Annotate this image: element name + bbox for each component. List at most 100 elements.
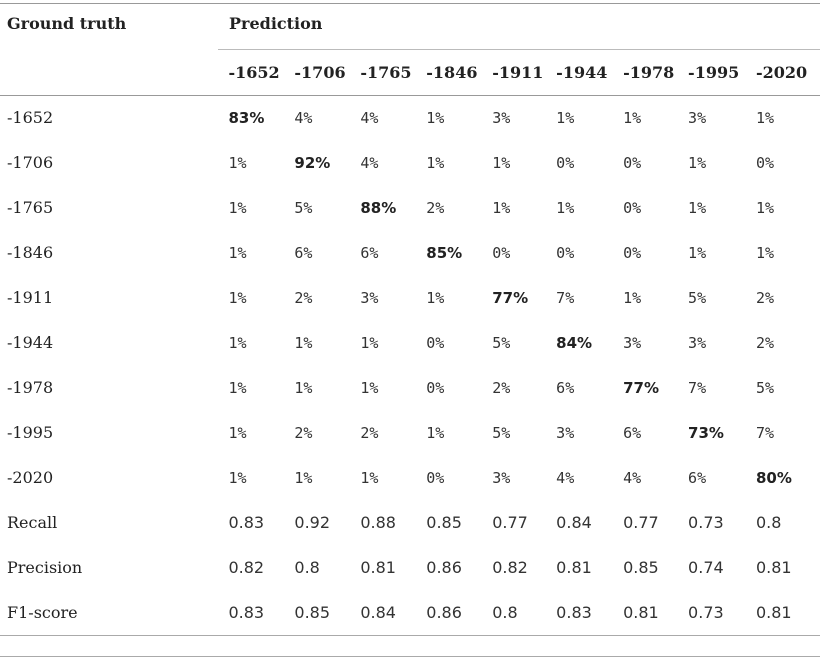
matrix-cell: 6% [556,378,575,397]
metric-label: Recall [7,513,58,532]
matrix-cell: 5% [755,378,775,397]
matrix-cell: 1% [556,198,575,217]
matrix-cell: 1% [228,468,247,487]
header-rule [0,95,820,96]
metric-cell: 0.77 [623,513,659,532]
matrix-cell: 1% [294,468,313,487]
column-header: -1978 [623,63,675,82]
metric-cell: 0.85 [294,603,331,622]
diagonal-cell: 85% [426,243,463,262]
matrix-cell: 1% [426,288,445,307]
row-label: -1978 [7,378,54,397]
matrix-cell: 3% [688,108,707,127]
metric-cell: 0.81 [623,603,659,622]
row-label: -1846 [7,243,54,262]
matrix-cell: 7% [556,288,575,307]
metric-cell: 0.8 [755,513,782,532]
diagonal-cell: 77% [623,378,660,397]
metric-cell: 0.77 [492,513,528,532]
row-label: -2020 [7,468,54,487]
column-header: -1706 [294,63,346,82]
matrix-cell: 1% [228,423,247,442]
metric-cell: 0.81 [556,558,592,577]
diagonal-cell: 83% [228,108,265,127]
matrix-cell: 1% [360,468,379,487]
ground-truth-header: Ground truth [7,14,127,33]
matrix-cell: 1% [360,378,379,397]
matrix-cell: 0% [492,243,511,262]
matrix-cell: 5% [294,198,313,217]
metric-cell: 0.81 [360,558,396,577]
prediction-rule [218,49,820,50]
matrix-cell: 1% [360,333,379,352]
matrix-cell: 1% [755,198,775,217]
metric-cell: 0.81 [755,603,792,622]
matrix-cell: 5% [688,288,707,307]
table-row: -2020 1% 1% 1% 0% 3% 4% 4% 6% 80% [0,455,821,500]
row-label: -1944 [7,333,54,352]
matrix-cell: 2% [360,423,379,442]
metric-cell: 0.8 [492,603,518,622]
matrix-cell: 5% [492,423,511,442]
column-header: -1944 [556,63,608,82]
metric-cell: 0.81 [755,558,792,577]
matrix-cell: 4% [294,108,313,127]
matrix-cell: 6% [294,243,313,262]
table-row: -1706 1% 92% 4% 1% 1% 0% 0% 1% 0% [0,140,821,185]
matrix-cell: 1% [755,243,775,262]
metric-cell: 0.83 [228,513,265,532]
column-header: -1846 [426,63,478,82]
matrix-cell: 1% [688,243,707,262]
matrix-cell: 2% [755,288,775,307]
matrix-cell: 6% [623,423,642,442]
matrix-body: -1652 83% 4% 4% 1% 3% 1% 1% 3% 1% -1706 1% 92% 4% 1% 1%… [0,95,821,635]
matrix-cell: 1% [294,333,313,352]
matrix-cell: 2% [492,378,511,397]
metric-label: F1-score [7,603,78,622]
matrix-cell: 7% [688,378,707,397]
metric-cell: 0.73 [688,513,724,532]
metric-cell: 0.82 [492,558,528,577]
row-label: -1995 [7,423,54,442]
column-header: -1995 [688,63,740,82]
matrix-cell: 0% [623,198,642,217]
top-rule [0,3,820,4]
diagonal-cell: 77% [492,288,529,307]
metric-row: F1-score 0.83 0.85 0.84 0.86 0.8 0.83 0.81 0.73 0… [0,590,821,635]
table-row: -1765 1% 5% 88% 2% 1% 1% 0% 1% 1% [0,185,821,230]
matrix-cell: 3% [492,468,511,487]
matrix-cell: 3% [492,108,511,127]
metric-cell: 0.8 [294,558,320,577]
matrix-cell: 1% [688,198,707,217]
matrix-cell: 1% [426,153,445,172]
matrix-cell: 6% [688,468,707,487]
matrix-cell: 1% [688,153,707,172]
matrix-cell: 2% [294,288,313,307]
matrix-cell: 1% [556,108,575,127]
metric-row: Recall 0.83 0.92 0.88 0.85 0.77 0.84 0.77 0.73 0.… [0,500,821,545]
matrix-cell: 1% [228,378,247,397]
matrix-cell: 3% [623,333,642,352]
table-row: -1911 1% 2% 3% 1% 77% 7% 1% 5% 2% [0,275,821,320]
matrix-cell: 0% [426,333,445,352]
matrix-cell: 2% [426,198,445,217]
matrix-cell: 0% [426,468,445,487]
metric-cell: 0.83 [556,603,592,622]
matrix-cell: 1% [228,333,247,352]
row-label: -1652 [7,108,54,127]
row-label: -1911 [7,288,54,307]
matrix-cell: 4% [360,153,379,172]
corner-cell [0,50,228,95]
matrix-cell: 3% [360,288,379,307]
confusion-matrix-table: -1652 -1706 -1765 -1846 -1911 -1944 -197… [0,50,821,635]
matrix-cell: 1% [228,243,247,262]
metric-cell: 0.85 [426,513,462,532]
matrix-cell: 1% [755,108,775,127]
matrix-cell: 3% [556,423,575,442]
row-label: -1706 [7,153,54,172]
matrix-cell: 4% [623,468,642,487]
footer-rule [0,656,820,657]
metric-cell: 0.74 [688,558,724,577]
metric-cell: 0.86 [426,603,462,622]
row-label: -1765 [7,198,54,217]
